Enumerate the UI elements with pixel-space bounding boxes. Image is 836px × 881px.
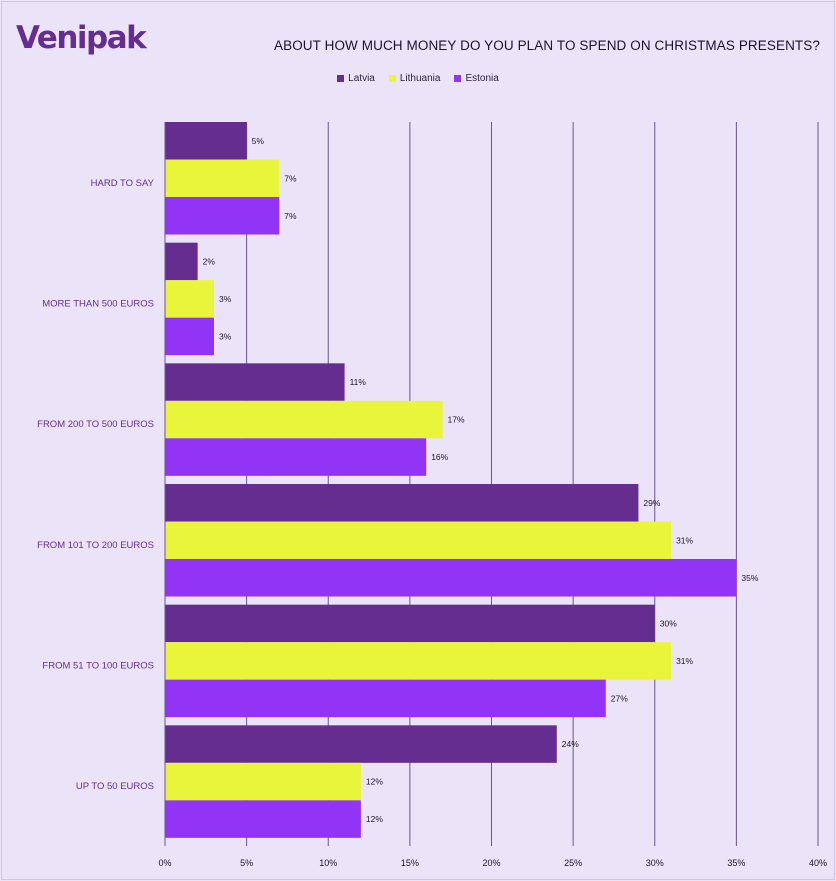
data-label-latvia-hard-to-say: 5%	[252, 136, 265, 146]
venipak-logo: Venipak	[16, 20, 147, 56]
data-label-lithuania-hard-to-say: 7%	[284, 173, 297, 183]
legend-swatch-latvia	[337, 75, 345, 82]
category-label-from-200-to-500-euros: FROM 200 TO 500 EUROS	[37, 419, 154, 430]
bar-estonia-from-200-to-500-euros	[165, 438, 427, 476]
legend-label-latvia: Latvia	[348, 73, 375, 84]
data-label-latvia-up-to-50-euros: 24%	[562, 739, 579, 749]
legend-item-estonia: Estonia	[454, 73, 499, 84]
bar-lithuania-up-to-50-euros	[165, 762, 361, 801]
x-tick-label: 30%	[646, 858, 664, 868]
category-label-from-51-to-100-euros: FROM 51 TO 100 EUROS	[42, 661, 154, 672]
legend-swatch-lithuania	[388, 75, 396, 82]
category-label-hard-to-say: HARD TO SAY	[91, 178, 155, 189]
legend-label-estonia: Estonia	[465, 73, 499, 84]
data-label-estonia-hard-to-say: 7%	[284, 211, 297, 221]
x-tick-label: 25%	[564, 858, 582, 868]
chart-legend: Latvia Lithuania Estonia	[0, 73, 836, 84]
bar-estonia-from-101-to-200-euros	[165, 559, 737, 597]
bar-latvia-hard-to-say	[165, 122, 247, 160]
x-tick-label: 5%	[240, 858, 253, 868]
bar-latvia-from-51-to-100-euros	[165, 604, 655, 643]
bar-estonia-more-than-500-euros	[165, 317, 214, 356]
bar-latvia-up-to-50-euros	[165, 725, 557, 763]
x-tick-label: 15%	[401, 858, 419, 868]
bar-latvia-from-200-to-500-euros	[165, 363, 345, 401]
bar-estonia-hard-to-say	[165, 197, 280, 235]
bar-lithuania-more-than-500-euros	[165, 280, 214, 318]
data-label-estonia-from-51-to-100-euros: 27%	[611, 693, 628, 703]
legend-label-lithuania: Lithuania	[399, 73, 441, 84]
category-label-from-101-to-200-euros: FROM 101 TO 200 EUROS	[37, 540, 154, 551]
chart-title: ABOUT HOW MUCH MONEY DO YOU PLAN TO SPEN…	[274, 38, 820, 53]
data-label-latvia-from-200-to-500-euros: 11%	[350, 377, 367, 387]
data-label-latvia-more-than-500-euros: 2%	[203, 256, 216, 266]
x-tick-label: 10%	[319, 858, 337, 868]
x-tick-label: 35%	[727, 858, 745, 868]
legend-item-lithuania: Lithuania	[388, 73, 441, 84]
x-tick-label: 0%	[158, 858, 171, 868]
bar-estonia-up-to-50-euros	[165, 800, 361, 838]
bar-lithuania-hard-to-say	[165, 159, 280, 197]
data-label-estonia-from-200-to-500-euros: 16%	[431, 452, 448, 462]
data-label-latvia-from-51-to-100-euros: 30%	[660, 618, 677, 628]
bar-latvia-more-than-500-euros	[165, 242, 198, 281]
data-label-lithuania-from-51-to-100-euros: 31%	[676, 656, 693, 666]
bar-latvia-from-101-to-200-euros	[165, 484, 639, 522]
x-tick-label: 40%	[809, 858, 827, 868]
data-label-estonia-more-than-500-euros: 3%	[219, 331, 232, 341]
bar-lithuania-from-200-to-500-euros	[165, 400, 443, 439]
bar-lithuania-from-101-to-200-euros	[165, 521, 672, 559]
data-label-lithuania-up-to-50-euros: 12%	[366, 777, 383, 787]
category-label-up-to-50-euros: UP TO 50 EUROS	[76, 781, 154, 792]
x-tick-label: 20%	[482, 858, 500, 868]
data-label-estonia-from-101-to-200-euros: 35%	[741, 573, 758, 583]
data-label-latvia-from-101-to-200-euros: 29%	[643, 498, 660, 508]
category-label-more-than-500-euros: MORE THAN 500 EUROS	[42, 299, 154, 310]
data-label-lithuania-more-than-500-euros: 3%	[219, 294, 232, 304]
data-label-lithuania-from-200-to-500-euros: 17%	[448, 415, 465, 425]
legend-swatch-estonia	[454, 75, 462, 82]
legend-item-latvia: Latvia	[337, 73, 375, 84]
bar-lithuania-from-51-to-100-euros	[165, 642, 672, 680]
data-label-lithuania-from-101-to-200-euros: 31%	[676, 535, 693, 545]
data-label-estonia-up-to-50-euros: 12%	[366, 814, 383, 824]
bar-estonia-from-51-to-100-euros	[165, 679, 606, 718]
